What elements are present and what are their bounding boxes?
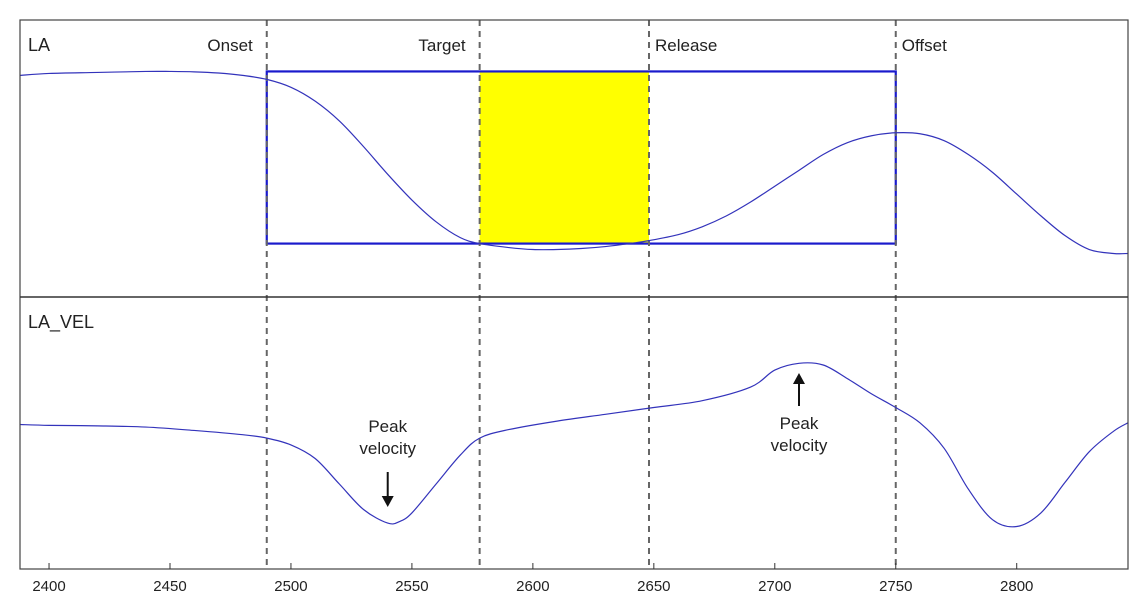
x-tick-label: 2800 [1000,578,1033,595]
x-tick-label: 2500 [274,578,307,595]
x-tick-label: 2650 [637,578,670,595]
x-tick-label: 2400 [32,578,65,595]
x-tick-label: 2750 [879,578,912,595]
annotation-text-2: Peak [780,414,819,433]
x-tick-label: 2700 [758,578,791,595]
x-tick-label: 2450 [153,578,186,595]
plot-frame [19,19,1129,570]
x-tick-label: 2600 [516,578,549,595]
event-label-offset: Offset [902,36,947,55]
annotation-text-1: Peak [368,417,407,436]
annotation-text-1: velocity [359,439,416,458]
panel-label-la-vel: LA_VEL [28,312,94,333]
text-layer: Onset Target Release Offset LA LA_VEL 2400 2450… [28,35,1033,595]
series-line-la [19,70,1129,255]
highlight-region [479,71,649,244]
annotation-text-2: velocity [771,436,828,455]
event-lines-layer [265,20,897,569]
series-layer [19,70,1129,528]
annotation-arrow-head-2 [792,373,805,384]
frame-layer [19,19,1129,570]
event-label-onset: Onset [207,36,253,55]
x-tick-label: 2550 [395,578,428,595]
event-label-release: Release [655,36,717,55]
panel-label-la: LA [28,35,50,55]
annotation-arrow-head-1 [381,496,394,507]
series-line-la-vel [19,362,1129,528]
event-label-target: Target [418,36,466,55]
highlight-layer [479,71,649,244]
